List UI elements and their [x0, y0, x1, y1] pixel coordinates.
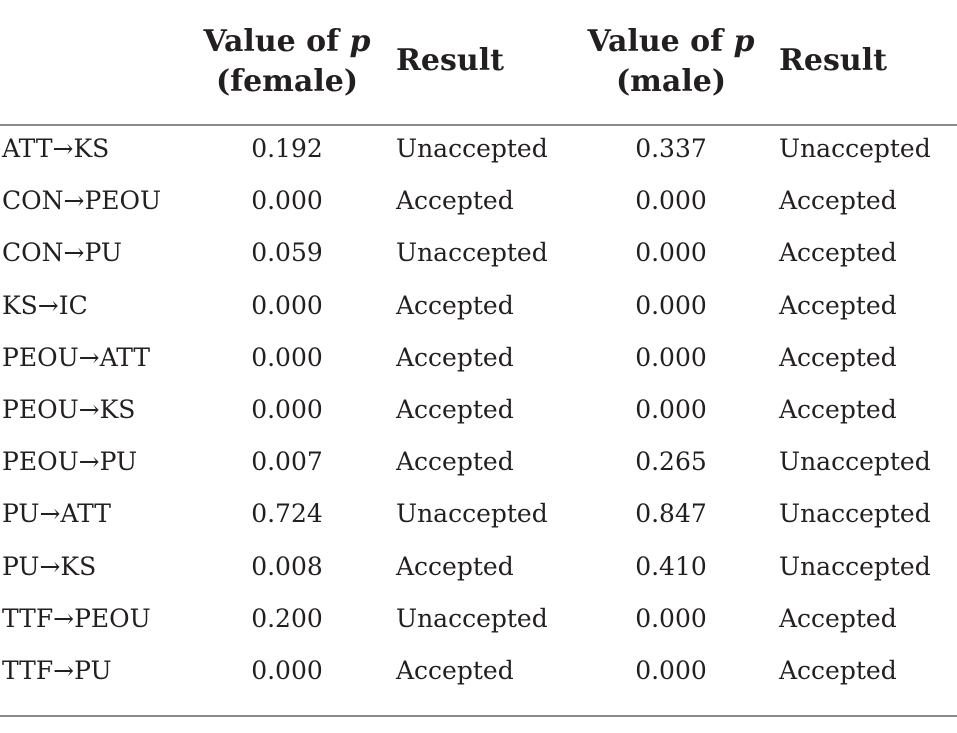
table-row: CON→PU 0.059 Unaccepted 0.000 Accepted: [0, 227, 957, 279]
path-cell: PEOU→PU: [2, 447, 138, 477]
result-male-cell: Accepted: [779, 186, 897, 216]
p-male-cell: 0.000: [635, 290, 707, 320]
path-cell: PU→KS: [2, 551, 97, 581]
table-row: PU→ATT 0.724 Unaccepted 0.847 Unaccepted: [0, 488, 957, 540]
p-female-cell: 0.000: [251, 342, 323, 372]
header-p-male-prefix: Value of: [587, 24, 734, 59]
header-p-female-group: (female): [215, 64, 359, 99]
result-male-cell: Unaccepted: [779, 447, 931, 477]
p-male-cell: 0.000: [635, 603, 707, 633]
table-row: PEOU→PU 0.007 Accepted 0.265 Unaccepted: [0, 436, 957, 488]
header-divider: [0, 124, 957, 126]
header-p-female: Value of p (female): [196, 22, 378, 102]
result-female-cell: Unaccepted: [396, 603, 548, 633]
path-cell: CON→PEOU: [2, 186, 162, 216]
result-female-cell: Accepted: [396, 394, 514, 424]
table-row: KS→IC 0.000 Accepted 0.000 Accepted: [0, 280, 957, 332]
p-female-cell: 0.008: [251, 551, 323, 581]
p-female-cell: 0.059: [251, 238, 323, 268]
table-row: PU→KS 0.008 Accepted 0.410 Unaccepted: [0, 541, 957, 593]
p-female-cell: 0.724: [251, 499, 323, 529]
path-cell: CON→PU: [2, 238, 122, 268]
result-male-cell: Unaccepted: [779, 499, 931, 529]
p-female-cell: 0.000: [251, 186, 323, 216]
result-female-cell: Unaccepted: [396, 499, 548, 529]
p-female-cell: 0.200: [251, 603, 323, 633]
result-male-cell: Accepted: [779, 655, 897, 685]
table-body: ATT→KS 0.192 Unaccepted 0.337 Unaccepted CON→…: [0, 123, 957, 697]
header-p-male-group: (male): [615, 64, 727, 99]
table-row: TTF→PEOU 0.200 Unaccepted 0.000 Accepted: [0, 593, 957, 645]
result-male-cell: Accepted: [779, 394, 897, 424]
result-female-cell: Unaccepted: [396, 134, 548, 163]
result-female-cell: Accepted: [396, 447, 514, 477]
header-p-symbol: p: [349, 24, 371, 59]
table-row: ATT→KS 0.192 Unaccepted 0.337 Unaccepted: [0, 123, 957, 175]
header-result-female: Result: [396, 43, 504, 78]
p-male-cell: 0.000: [635, 394, 707, 424]
p-female-cell: 0.000: [251, 290, 323, 320]
p-female-cell: 0.000: [251, 394, 323, 424]
result-female-cell: Unaccepted: [396, 238, 548, 268]
result-male-cell: Accepted: [779, 342, 897, 372]
table-row: CON→PEOU 0.000 Accepted 0.000 Accepted: [0, 175, 957, 227]
header-p-symbol: p: [733, 24, 755, 59]
table-row: TTF→PU 0.000 Accepted 0.000 Accepted: [0, 645, 957, 697]
result-male-cell: Unaccepted: [779, 551, 931, 581]
result-male-cell: Accepted: [779, 290, 897, 320]
result-female-cell: Accepted: [396, 290, 514, 320]
p-male-cell: 0.410: [635, 551, 707, 581]
p-female-cell: 0.007: [251, 447, 323, 477]
path-cell: TTF→PU: [2, 655, 112, 685]
path-cell: PEOU→KS: [2, 394, 136, 424]
result-female-cell: Accepted: [396, 551, 514, 581]
p-male-cell: 0.000: [635, 238, 707, 268]
result-female-cell: Accepted: [396, 342, 514, 372]
header-result-male: Result: [779, 43, 887, 78]
table-bottom-rule: [0, 715, 957, 717]
result-female-cell: Accepted: [396, 655, 514, 685]
p-male-cell: 0.000: [635, 342, 707, 372]
p-male-cell: 0.337: [635, 134, 707, 163]
table-header: Value of p (female) Result Value of p (m…: [0, 0, 957, 125]
path-cell: PU→ATT: [2, 499, 111, 529]
p-female-cell: 0.000: [251, 655, 323, 685]
header-p-male: Value of p (male): [580, 22, 762, 102]
path-cell: ATT→KS: [2, 134, 110, 163]
table-row: PEOU→KS 0.000 Accepted 0.000 Accepted: [0, 384, 957, 436]
p-male-cell: 0.265: [635, 447, 707, 477]
result-male-cell: Unaccepted: [779, 134, 931, 163]
path-cell: KS→IC: [2, 290, 88, 320]
table-row: PEOU→ATT 0.000 Accepted 0.000 Accepted: [0, 332, 957, 384]
result-male-cell: Accepted: [779, 603, 897, 633]
p-male-cell: 0.000: [635, 186, 707, 216]
result-female-cell: Accepted: [396, 186, 514, 216]
header-p-female-prefix: Value of: [203, 24, 350, 59]
path-cell: PEOU→ATT: [2, 342, 151, 372]
p-female-cell: 0.192: [251, 134, 323, 163]
p-male-cell: 0.847: [635, 499, 707, 529]
result-male-cell: Accepted: [779, 238, 897, 268]
p-male-cell: 0.000: [635, 655, 707, 685]
path-cell: TTF→PEOU: [2, 603, 151, 633]
